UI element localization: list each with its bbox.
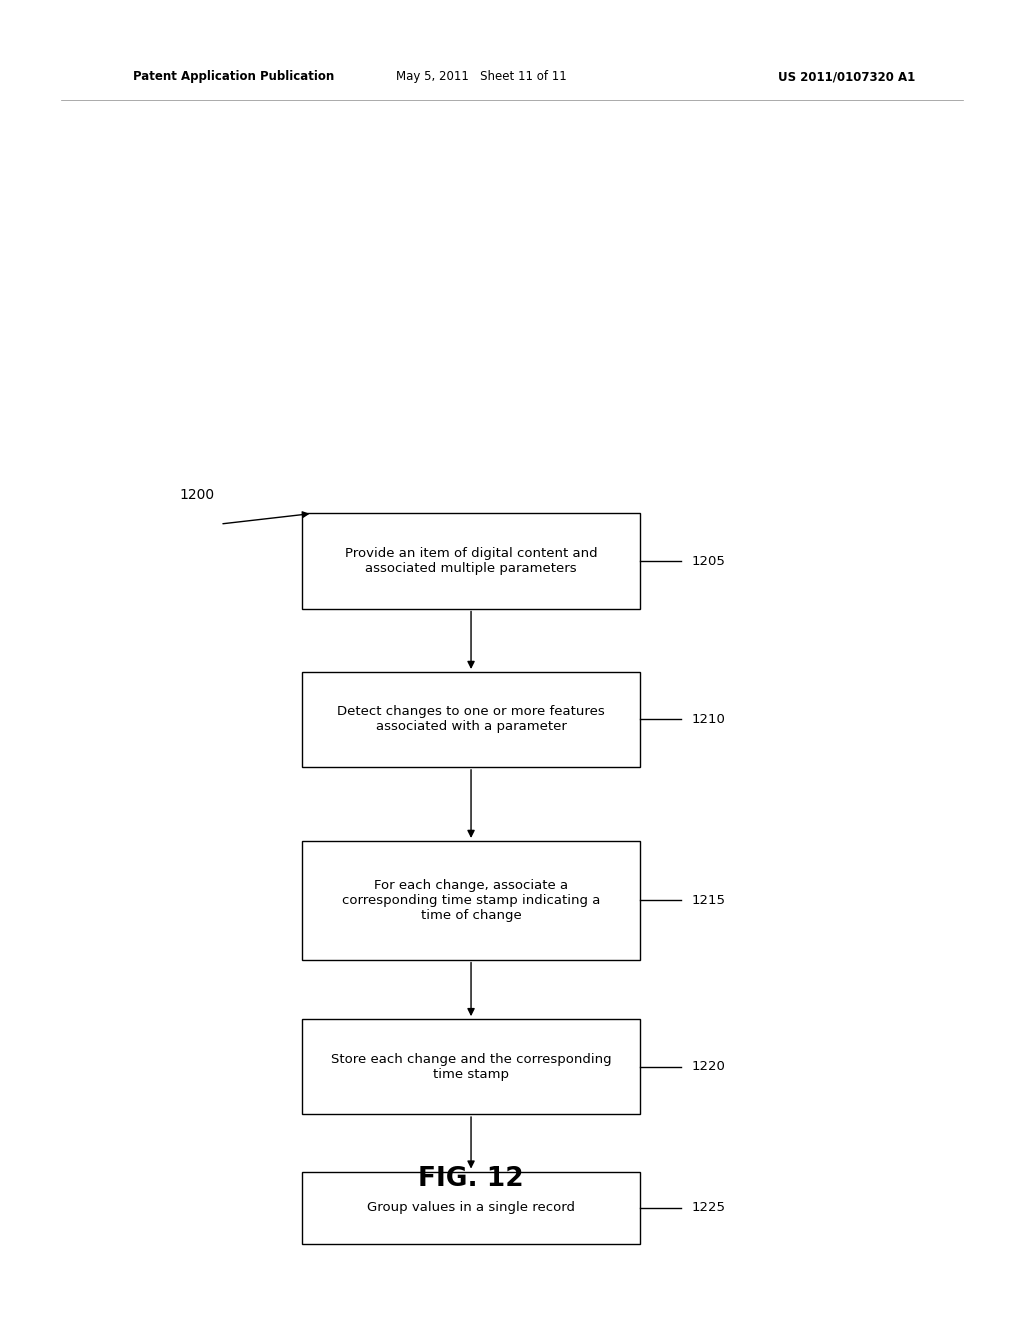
Text: For each change, associate a
corresponding time stamp indicating a
time of chang: For each change, associate a correspondi…: [342, 879, 600, 921]
FancyBboxPatch shape: [302, 513, 640, 609]
Text: 1215: 1215: [691, 894, 725, 907]
Text: Provide an item of digital content and
associated multiple parameters: Provide an item of digital content and a…: [345, 546, 597, 576]
Text: Store each change and the corresponding
time stamp: Store each change and the corresponding …: [331, 1052, 611, 1081]
Text: May 5, 2011   Sheet 11 of 11: May 5, 2011 Sheet 11 of 11: [396, 70, 566, 83]
Text: 1220: 1220: [691, 1060, 725, 1073]
Text: US 2011/0107320 A1: US 2011/0107320 A1: [778, 70, 915, 83]
Text: Detect changes to one or more features
associated with a parameter: Detect changes to one or more features a…: [337, 705, 605, 734]
FancyBboxPatch shape: [302, 1172, 640, 1243]
Text: 1210: 1210: [691, 713, 725, 726]
FancyBboxPatch shape: [302, 672, 640, 767]
Text: Patent Application Publication: Patent Application Publication: [133, 70, 335, 83]
Text: 1225: 1225: [691, 1201, 725, 1214]
FancyBboxPatch shape: [302, 1019, 640, 1114]
Text: FIG. 12: FIG. 12: [418, 1166, 524, 1192]
FancyBboxPatch shape: [302, 841, 640, 960]
Text: 1205: 1205: [691, 554, 725, 568]
Text: Group values in a single record: Group values in a single record: [367, 1201, 575, 1214]
Text: 1200: 1200: [179, 488, 214, 502]
